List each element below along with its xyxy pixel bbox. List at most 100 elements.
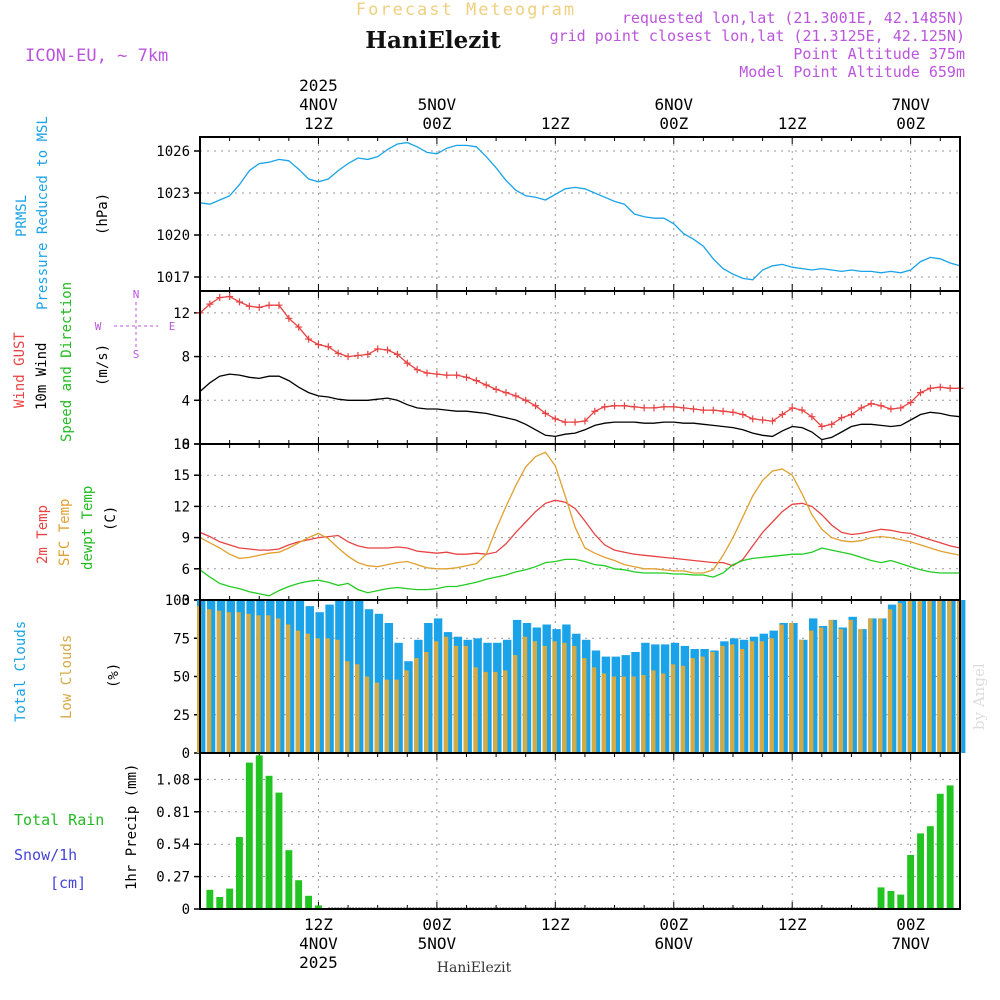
- gust-marker: [512, 392, 520, 400]
- gust-marker: [453, 371, 461, 379]
- gust-marker: [581, 417, 589, 425]
- gust-marker: [571, 418, 579, 426]
- gust-marker: [285, 314, 293, 322]
- gust-marker: [522, 396, 530, 404]
- low-cloud-bar: [394, 679, 399, 753]
- low-cloud-bar: [404, 670, 409, 753]
- rain-bar: [946, 785, 954, 909]
- gust-marker: [640, 404, 648, 412]
- low-cloud-bar: [355, 664, 360, 753]
- gust-marker: [433, 370, 441, 378]
- top-time-label: 12Z: [304, 114, 333, 133]
- panel-frame: [199, 752, 961, 910]
- low-cloud-bar: [503, 670, 508, 753]
- low-cloud-bar: [325, 638, 330, 754]
- low-cloud-bar: [572, 645, 577, 753]
- low-cloud-bar: [907, 600, 913, 753]
- y-tick-label: 25: [173, 708, 190, 724]
- gust-marker: [255, 303, 263, 311]
- y-tick-label: 8: [182, 350, 190, 366]
- low-cloud-bar: [295, 630, 301, 753]
- low-cloud-bar: [809, 630, 814, 753]
- credit-watermark: by Angel: [970, 663, 988, 730]
- gust-marker: [877, 402, 885, 410]
- y-tick-label: 0.54: [156, 837, 190, 853]
- gust-marker: [699, 406, 707, 414]
- rain-bar: [275, 792, 283, 909]
- gust-marker: [354, 351, 362, 359]
- top-time-label: 12Z: [541, 114, 570, 133]
- gust-marker: [670, 403, 678, 411]
- gust-marker: [719, 407, 727, 415]
- wind-line: [199, 373, 961, 441]
- gust-marker: [838, 414, 846, 422]
- y-tick-label: 9: [182, 531, 190, 547]
- y-tick-label: 1.08: [156, 772, 190, 788]
- clouds-unit: (%): [106, 663, 122, 688]
- top-time-label: 2025: [299, 76, 338, 95]
- gust-marker: [680, 404, 688, 412]
- bottom-time-label: 00Z: [422, 915, 451, 934]
- low-cloud-bar: [276, 618, 281, 753]
- low-cloud-bar: [443, 636, 449, 753]
- low-cloud-bar: [621, 676, 626, 753]
- rain-bar: [285, 850, 293, 909]
- snow-label: Snow/1h: [14, 846, 77, 864]
- gust-marker: [374, 345, 382, 353]
- bottom-time-label: 12Z: [541, 915, 570, 934]
- compass-rose: N S W E: [95, 288, 176, 361]
- top-time-label: 12Z: [778, 114, 807, 133]
- y-tick-label: 0: [182, 437, 190, 453]
- low-cloud-bar: [483, 671, 488, 753]
- wind-dir-label: Speed and Direction: [59, 282, 75, 442]
- low-cloud-bar: [651, 670, 656, 753]
- low-cloud-bar: [562, 642, 567, 753]
- low-cloud-bar: [512, 655, 518, 753]
- y-tick-label: 1020: [156, 228, 190, 244]
- y-tick-label: 1026: [156, 144, 190, 160]
- low-cloud-bar: [868, 618, 873, 753]
- gust-marker: [295, 323, 303, 331]
- low-cloud-bar: [246, 613, 251, 753]
- gust-marker: [729, 408, 737, 416]
- low-cloud-bar: [493, 671, 498, 753]
- low-cloud-bar: [315, 638, 320, 754]
- gust-marker: [226, 292, 234, 300]
- low-cloud-bar: [848, 619, 853, 753]
- y-tick-label: 12: [173, 306, 190, 322]
- low-cloud-bar: [680, 665, 686, 753]
- model-altitude: Model Point Altitude 659m: [739, 63, 965, 81]
- rain-bar: [206, 889, 214, 909]
- gust-marker: [759, 416, 767, 424]
- panel-frame: [199, 136, 961, 292]
- rain-bar: [897, 894, 905, 909]
- rain-bar: [936, 793, 944, 909]
- low-cloud-bar: [285, 624, 291, 753]
- low-cloud-bar: [897, 603, 903, 753]
- bottom-time-label: 6NOV: [655, 934, 694, 953]
- low-cloud-bar: [878, 618, 883, 753]
- gust-marker: [403, 359, 411, 367]
- low-cloud-bar: [730, 644, 735, 753]
- low-cloud-bar: [799, 639, 804, 753]
- gust-marker: [897, 404, 905, 412]
- low-cloud-bar: [206, 609, 212, 753]
- station-name: HaniElezit: [365, 27, 501, 54]
- gust-marker: [818, 423, 826, 431]
- low-cloud-bar: [236, 612, 241, 753]
- bottom-time-label: 2025: [299, 953, 338, 972]
- low-cloud-bar: [414, 658, 419, 753]
- gust-marker: [660, 403, 668, 411]
- rain-bar: [265, 775, 273, 909]
- y-tick-label: 0: [182, 746, 190, 762]
- low-cloud-bar: [749, 641, 755, 753]
- rain-bar: [295, 880, 303, 909]
- rain-bar: [877, 887, 885, 909]
- gust-marker: [926, 384, 934, 392]
- top-time-label: 4NOV: [299, 95, 338, 114]
- low-clouds-label: Low Clouds: [59, 635, 75, 719]
- bottom-time-label: 5NOV: [418, 934, 457, 953]
- low-cloud-bar: [927, 600, 932, 753]
- gust-marker: [541, 409, 549, 417]
